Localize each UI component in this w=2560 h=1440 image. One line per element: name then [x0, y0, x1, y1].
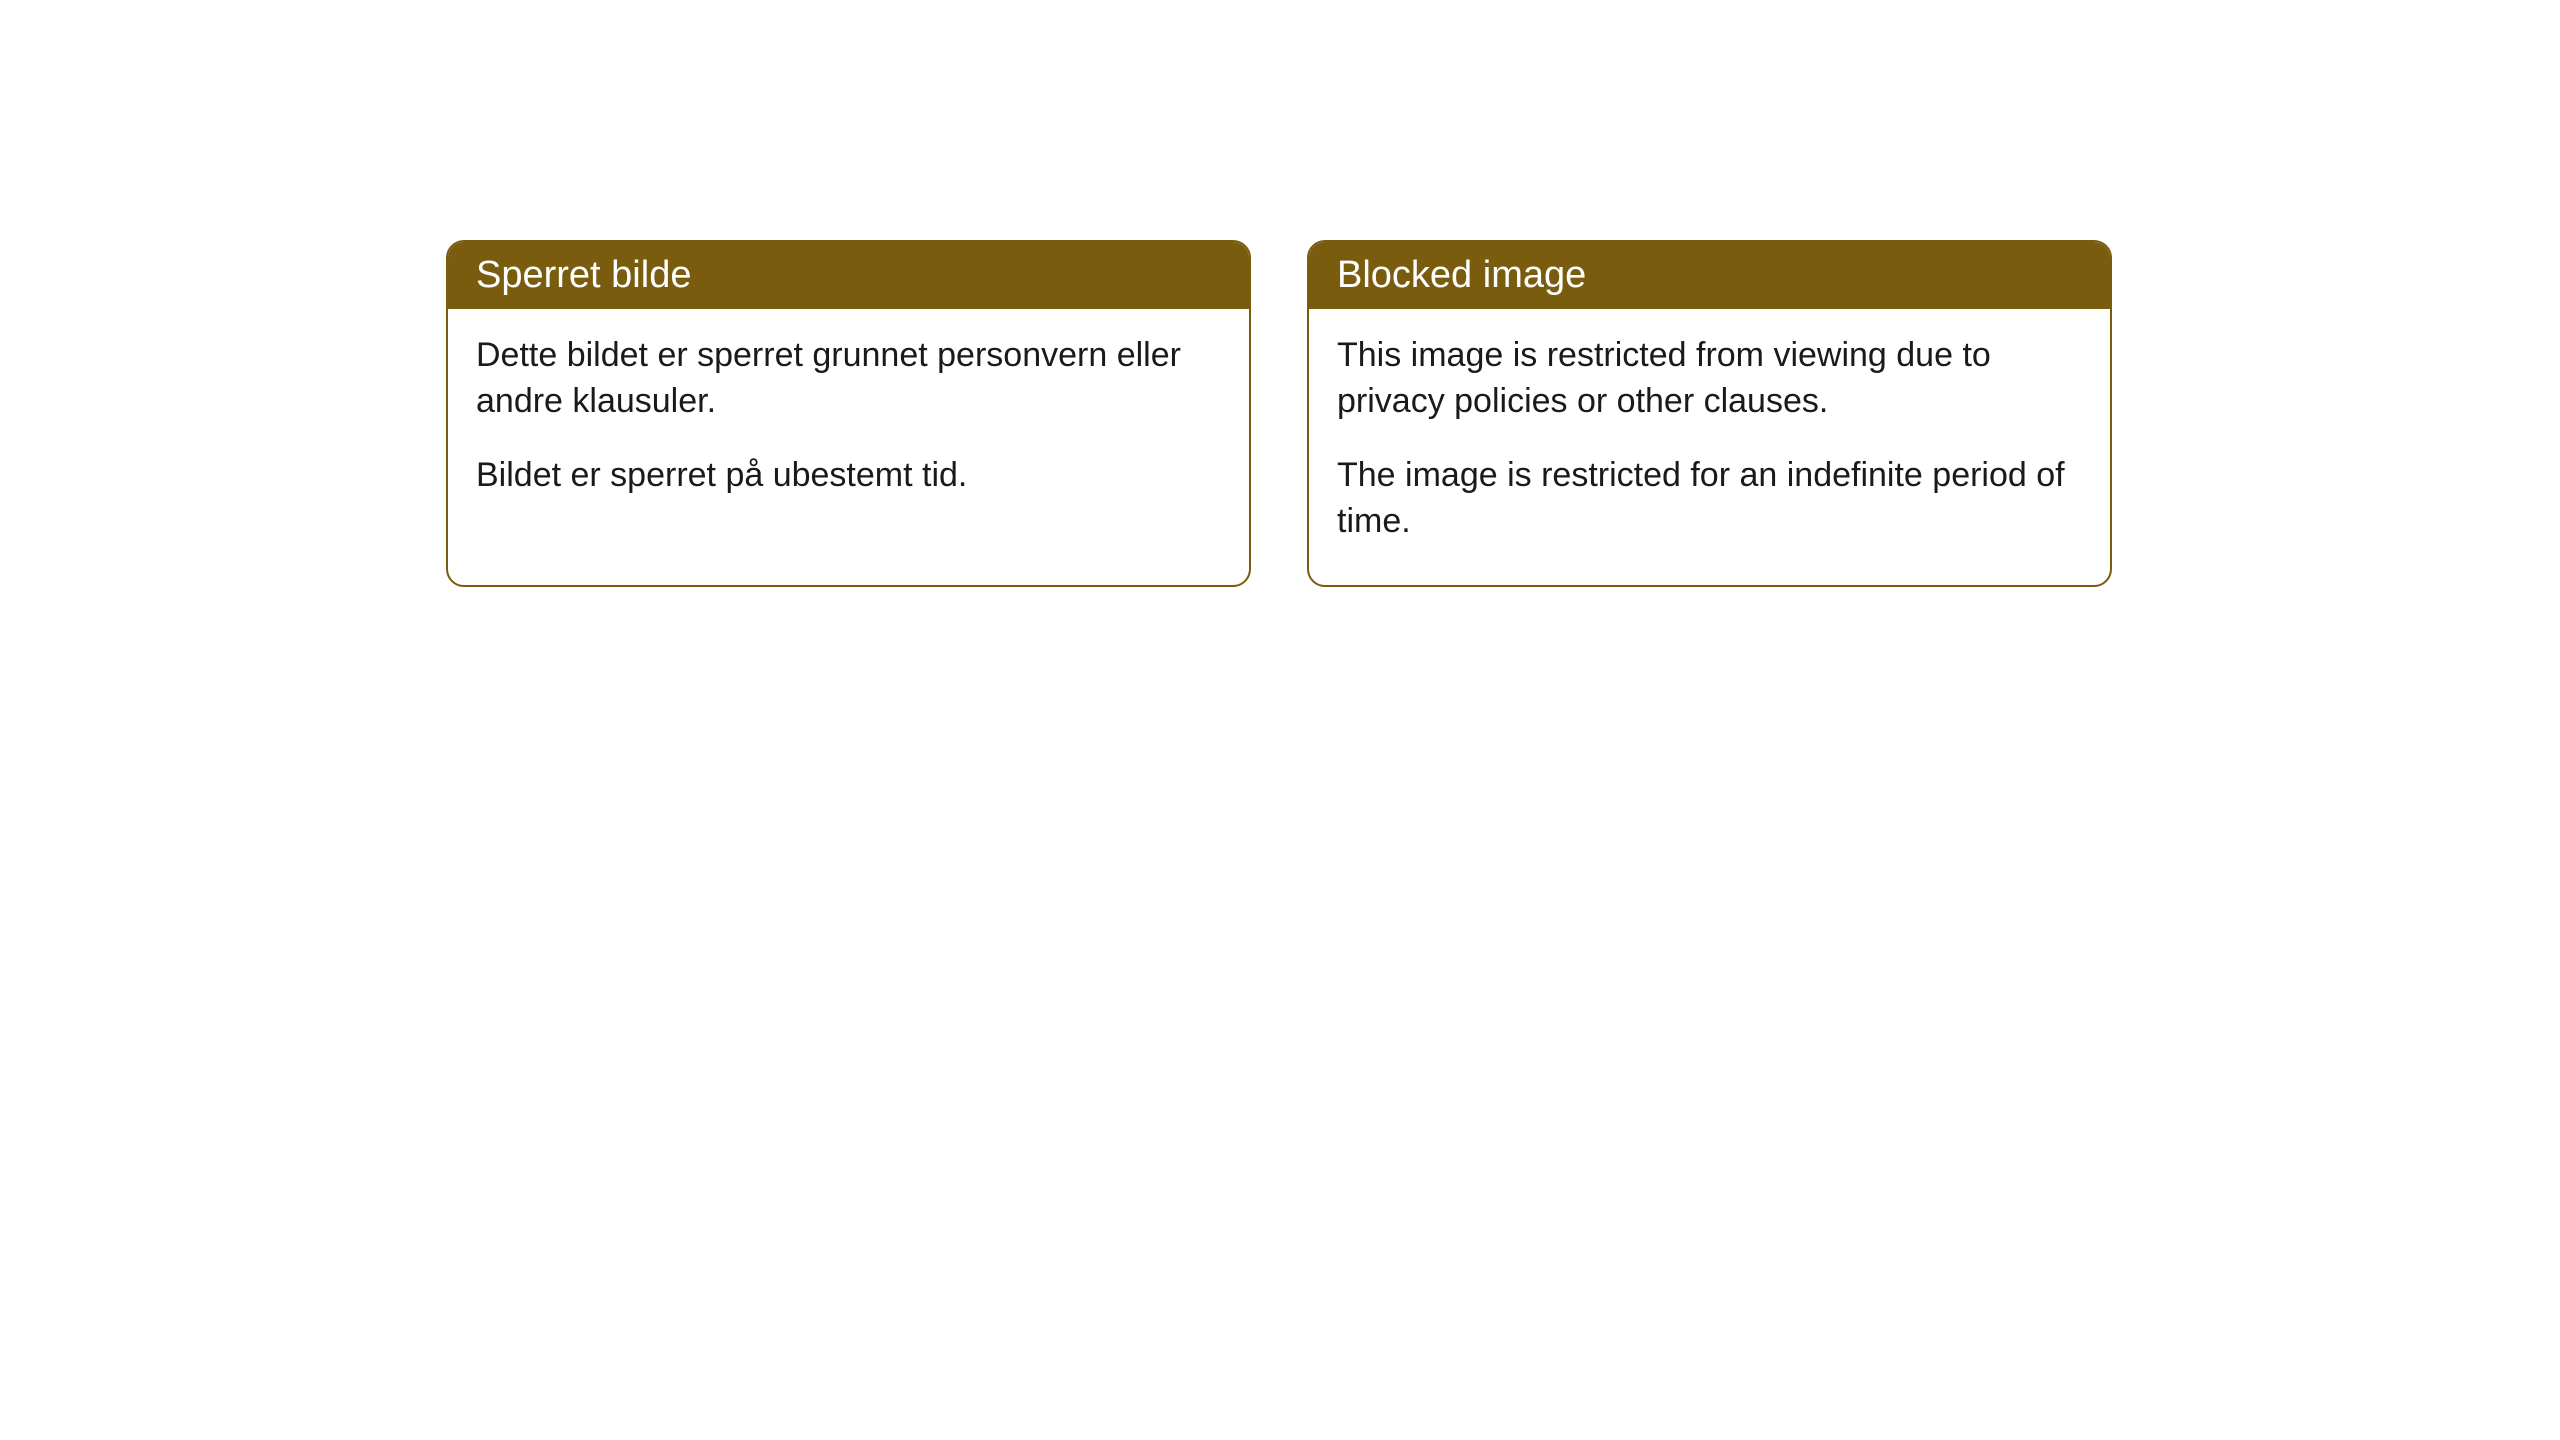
- blocked-image-card-english: Blocked image This image is restricted f…: [1307, 240, 2112, 587]
- card-body-norwegian: Dette bildet er sperret grunnet personve…: [448, 309, 1249, 539]
- card-paragraph-2-english: The image is restricted for an indefinit…: [1337, 453, 2082, 545]
- card-header-norwegian: Sperret bilde: [448, 242, 1249, 309]
- card-container: Sperret bilde Dette bildet er sperret gr…: [446, 240, 2112, 587]
- card-paragraph-2-norwegian: Bildet er sperret på ubestemt tid.: [476, 453, 1221, 499]
- card-body-english: This image is restricted from viewing du…: [1309, 309, 2110, 585]
- card-header-english: Blocked image: [1309, 242, 2110, 309]
- card-paragraph-1-norwegian: Dette bildet er sperret grunnet personve…: [476, 333, 1221, 425]
- card-paragraph-1-english: This image is restricted from viewing du…: [1337, 333, 2082, 425]
- blocked-image-card-norwegian: Sperret bilde Dette bildet er sperret gr…: [446, 240, 1251, 587]
